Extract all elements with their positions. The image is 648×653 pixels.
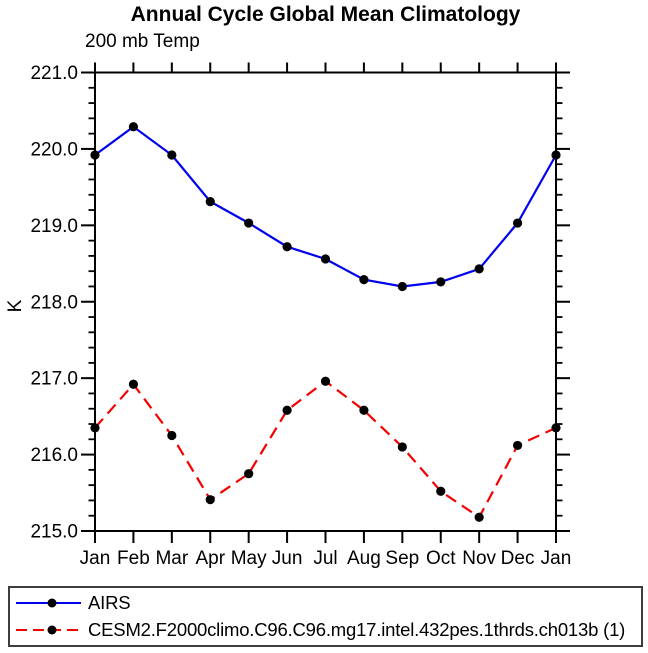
chart-subtitle: 200 mb Temp: [85, 31, 200, 52]
data-point-series-0: [128, 122, 139, 132]
x-tick-label: Dec: [501, 548, 535, 569]
data-point-series-0: [282, 242, 292, 252]
data-point-series-1: [244, 469, 254, 479]
x-tick-label: Nov: [462, 548, 496, 569]
legend-line-sample-dashed: [16, 625, 81, 635]
y-tick-label: 221.0: [30, 63, 78, 84]
chart-title: Annual Cycle Global Mean Climatology: [130, 3, 521, 26]
x-tick-label: Aug: [347, 548, 381, 569]
y-tick-label: 218.0: [30, 292, 78, 313]
data-point-series-1: [436, 486, 446, 496]
data-point-series-0: [512, 218, 523, 228]
data-point-series-1: [205, 495, 215, 505]
data-point-series-0: [244, 218, 254, 228]
x-tick-label: Jan: [80, 548, 111, 569]
data-point-series-0: [359, 274, 369, 285]
data-point-series-1: [90, 423, 100, 433]
x-tick-label: Oct: [426, 548, 456, 569]
legend-row-airs: AIRS: [10, 590, 641, 616]
plot-border: [94, 71, 557, 532]
series-line-1: [94, 379, 557, 519]
legend-row-cesm2: CESM2.F2000climo.C96.C96.mg17.intel.432p…: [10, 617, 641, 643]
legend-line-sample-solid: [16, 598, 81, 608]
y-tick-label: 219.0: [30, 216, 78, 237]
data-point-series-1: [320, 376, 331, 386]
x-tick-label: Sep: [385, 548, 419, 569]
y-tick-label: 220.0: [30, 139, 78, 160]
y-tick-label: 216.0: [30, 445, 78, 466]
data-point-series-0: [474, 264, 484, 274]
x-tick-label: Mar: [155, 548, 188, 569]
legend-marker-icon: [47, 625, 57, 635]
data-point-series-0: [397, 281, 407, 292]
data-point-series-1: [359, 405, 369, 415]
data-point-series-0: [320, 254, 331, 264]
data-point-series-1: [282, 405, 292, 415]
data-point-series-0: [551, 150, 561, 160]
x-tick-label: May: [231, 548, 267, 569]
legend-label-cesm2: CESM2.F2000climo.C96.C96.mg17.intel.432p…: [88, 619, 626, 641]
x-tick-label: Jan: [541, 548, 572, 569]
y-tick-label: 215.0: [30, 522, 78, 543]
data-point-series-1: [474, 512, 484, 522]
data-point-series-0: [205, 197, 215, 207]
data-point-series-0: [436, 277, 446, 287]
data-point-series-0: [90, 150, 100, 160]
data-point-series-1: [167, 430, 177, 441]
data-point-series-1: [397, 442, 407, 452]
legend-marker-icon: [47, 598, 57, 608]
data-point-series-1: [512, 440, 523, 451]
x-tick-label: Jun: [272, 548, 303, 569]
y-tick-label: 217.0: [30, 369, 78, 390]
x-tick-label: Feb: [117, 548, 150, 569]
data-point-series-1: [128, 379, 139, 389]
data-point-series-0: [167, 150, 177, 160]
legend-label-airs: AIRS: [88, 591, 131, 613]
x-tick-label: Jul: [313, 548, 337, 569]
data-point-series-1: [551, 423, 561, 433]
x-tick-label: Apr: [195, 548, 225, 569]
legend: AIRS CESM2.F2000climo.C96.C96.mg17.intel…: [8, 586, 643, 647]
